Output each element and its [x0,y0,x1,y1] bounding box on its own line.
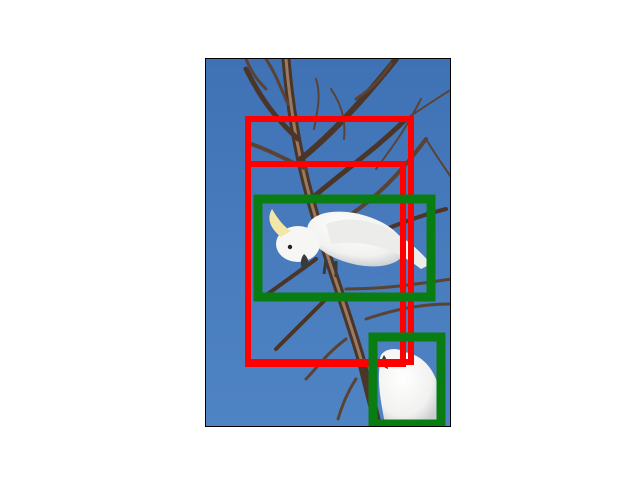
photo-scene [206,59,450,426]
red-box-inner [245,161,406,367]
green-box-perched [253,194,436,302]
green-box-partial [368,332,446,426]
photo-frame [205,58,451,427]
annotation-boxes [245,116,446,426]
